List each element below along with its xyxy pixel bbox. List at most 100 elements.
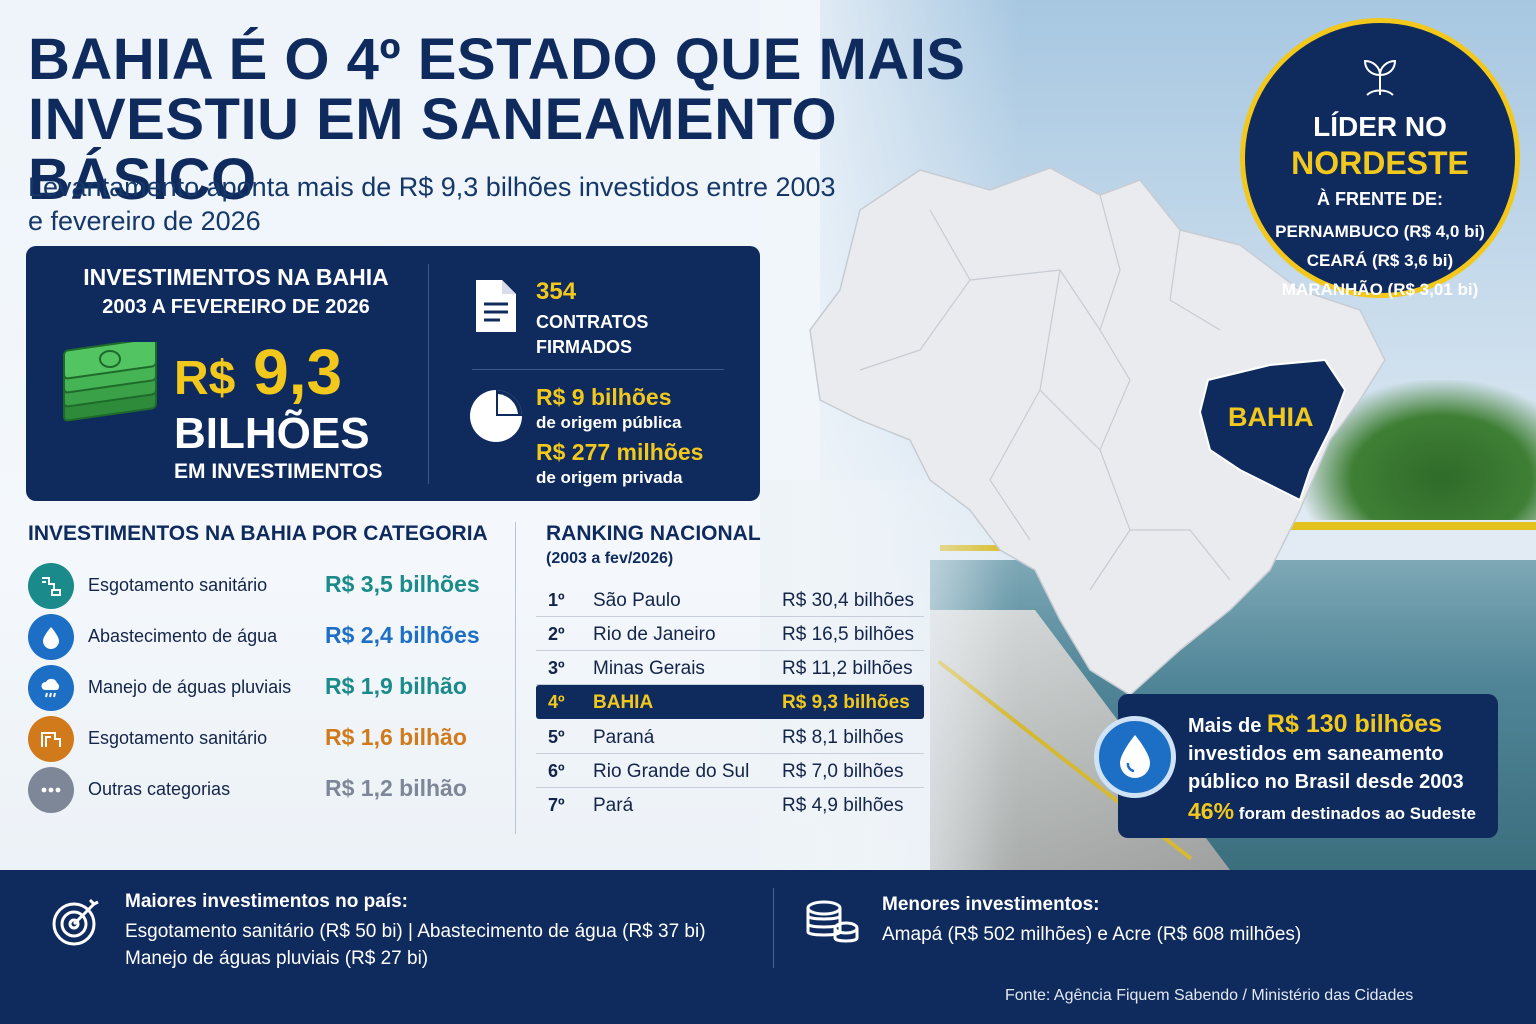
southeast-percent: 46% — [1188, 798, 1235, 824]
ranking-value: R$ 11,2 bilhões — [782, 658, 913, 679]
card-divider — [428, 264, 429, 484]
categories-heading: INVESTIMENTOS NA BAHIA POR CATEGORIA — [28, 522, 488, 545]
money-stack-icon — [63, 342, 157, 422]
target-icon — [52, 898, 99, 946]
national-total-value: R$ 130 bilhões — [1266, 710, 1442, 738]
category-value: R$ 1,2 bilhão — [325, 775, 467, 801]
footer-bar: Maiores investimentos no país: Esgotamen… — [0, 870, 1536, 1024]
category-value: R$ 3,5 bilhões — [325, 571, 480, 597]
ranking-row: 6º Rio Grande do Sul R$ 7,0 bilhões — [536, 754, 924, 788]
ranking-state: Minas Gerais — [593, 658, 705, 679]
leader-badge: LÍDER NO NORDESTE À FRENTE DE: PERNAMBUC… — [1240, 18, 1520, 299]
ranking-row-highlight: 4º BAHIA R$ 9,3 bilhões — [536, 685, 924, 719]
ranking-position: 5º — [548, 727, 565, 747]
ranking-position: 2º — [548, 624, 565, 644]
national-total-box: Mais de R$ 130 bilhões investidos em san… — [1118, 694, 1498, 838]
ranking-value: R$ 7,0 bilhões — [782, 761, 904, 782]
map-bahia-label: BAHIA — [1228, 402, 1314, 432]
leader-ahead-label: À FRENTE DE: — [1317, 189, 1443, 209]
ranking-value: R$ 4,9 bilhões — [782, 795, 904, 816]
category-row: Esgotamento sanitário R$ 3,5 bilhões — [28, 563, 498, 609]
category-value: R$ 1,6 bilhão — [325, 724, 467, 750]
page-title: BAHIA É O 4º ESTADO QUE MAIS INVESTIU EM… — [28, 27, 966, 212]
national-total-text: investidos em saneamento público no Bras… — [1188, 743, 1464, 793]
leader-state: CEARÁ (R$ 3,6 bi) — [1306, 251, 1454, 270]
private-origin-label: de origem privada — [536, 468, 683, 487]
pie-chart-icon — [470, 390, 522, 442]
southeast-share-line: 46% foram destinados ao Sudeste — [1188, 798, 1476, 825]
category-value: R$ 1,9 bilhão — [325, 673, 467, 699]
contracts-label: CONTRATOS FIRMADOS — [536, 312, 649, 357]
leader-title: LÍDER NO — [1313, 111, 1447, 142]
ranking-state: Rio de Janeiro — [593, 624, 716, 645]
card-period: 2003 A FEVEREIRO DE 2026 — [102, 296, 370, 318]
ranking-position: 4º — [548, 692, 565, 712]
ranking-row: 7º Pará R$ 4,9 bilhões — [536, 788, 924, 822]
leader-state: MARANHÃO (R$ 3,01 bi) — [1281, 280, 1479, 299]
leader-region: NORDESTE — [1291, 145, 1469, 181]
water-drop-icon — [28, 614, 74, 660]
amount-caption: EM INVESTIMENTOS — [174, 460, 383, 483]
private-origin-value: R$ 277 milhões — [536, 439, 704, 465]
ranking-value: R$ 30,4 bilhões — [782, 590, 915, 611]
ranking-position: 7º — [548, 795, 565, 815]
ranking-state: Pará — [593, 795, 634, 816]
smallest-investments-heading: Menores investimentos: — [882, 894, 1100, 915]
ranking-row: 2º Rio de Janeiro R$ 16,5 bilhões — [536, 617, 924, 651]
category-row: Esgotamento sanitário R$ 1,6 bilhão — [28, 716, 498, 762]
category-label: Esgotamento sanitário — [88, 575, 268, 595]
currency-symbol: R$ — [174, 352, 236, 405]
largest-investments-heading: Maiores investimentos no país: — [125, 891, 408, 912]
category-label: Abastecimento de água — [88, 626, 278, 646]
public-origin-value: R$ 9 bilhões — [536, 384, 672, 410]
ranking-position: 6º — [548, 761, 565, 781]
water-drop-icon — [1094, 716, 1176, 798]
southeast-text: foram destinados ao Sudeste — [1238, 804, 1476, 823]
category-value: R$ 2,4 bilhões — [325, 622, 480, 648]
ranking-state: BAHIA — [593, 692, 654, 713]
bahia-state — [1198, 358, 1347, 502]
ranking-row: 3º Minas Gerais R$ 11,2 bilhões — [536, 651, 924, 685]
pipe-icon — [28, 716, 74, 762]
contracts-value: 354 — [536, 278, 577, 305]
ranking-state: São Paulo — [593, 590, 681, 611]
ranking-heading: RANKING NACIONAL — [546, 522, 761, 545]
card-separator — [472, 369, 724, 370]
ranking-period: (2003 a fev/2026) — [546, 550, 674, 567]
amount-value: 9,3 — [253, 336, 343, 408]
national-total-prefix: Mais de — [1188, 715, 1262, 737]
background-railing — [1280, 522, 1536, 530]
public-origin-label: de origem pública — [536, 413, 682, 432]
investments-card: INVESTIMENTOS NA BAHIA 2003 A FEVEREIRO … — [26, 246, 760, 501]
category-row: Abastecimento de água R$ 2,4 bilhões — [28, 614, 498, 660]
coins-icon — [806, 900, 859, 943]
sprout-icon — [1363, 59, 1397, 96]
ranking-value: R$ 9,3 bilhões — [782, 692, 910, 713]
category-row: Outras categorias R$ 1,2 bilhão — [28, 767, 498, 813]
section-divider — [515, 522, 516, 834]
ranking-row: 5º Paraná R$ 8,1 bilhões — [536, 720, 924, 754]
card-heading: INVESTIMENTOS NA BAHIA — [83, 264, 389, 290]
smallest-investments-text: Amapá (R$ 502 milhões) e Acre (R$ 608 mi… — [882, 924, 1302, 945]
brazil-map — [809, 167, 1386, 696]
pipes-icon — [28, 563, 74, 609]
ranking-state: Rio Grande do Sul — [593, 761, 750, 782]
leader-states: PERNAMBUCO (R$ 4,0 bi) CEARÁ (R$ 3,6 bi)… — [1245, 217, 1515, 304]
state-borders — [859, 194, 1231, 591]
leader-state: PERNAMBUCO (R$ 4,0 bi) — [1275, 222, 1485, 241]
brazil-outline — [809, 167, 1386, 696]
amount-unit: BILHÕES — [174, 409, 370, 458]
ranking-position: 1º — [548, 590, 565, 610]
ranking-state: Paraná — [593, 727, 655, 748]
category-label: Outras categorias — [88, 779, 231, 799]
ranking-value: R$ 16,5 bilhões — [782, 624, 915, 645]
page-subtitle: Levantamento aponta mais de R$ 9,3 bilhõ… — [28, 172, 836, 236]
ranking-value: R$ 8,1 bilhões — [782, 727, 904, 748]
more-icon — [28, 767, 74, 813]
background-mist — [760, 480, 1000, 870]
total-amount: R$ 9,3 — [174, 340, 342, 411]
national-total-line: Mais de R$ 130 bilhões — [1188, 710, 1442, 739]
document-icon — [476, 280, 516, 332]
ranking-row: 1º São Paulo R$ 30,4 bilhões — [536, 583, 924, 617]
largest-investments-text: Esgotamento sanitário (R$ 50 bi) | Abast… — [125, 921, 706, 969]
